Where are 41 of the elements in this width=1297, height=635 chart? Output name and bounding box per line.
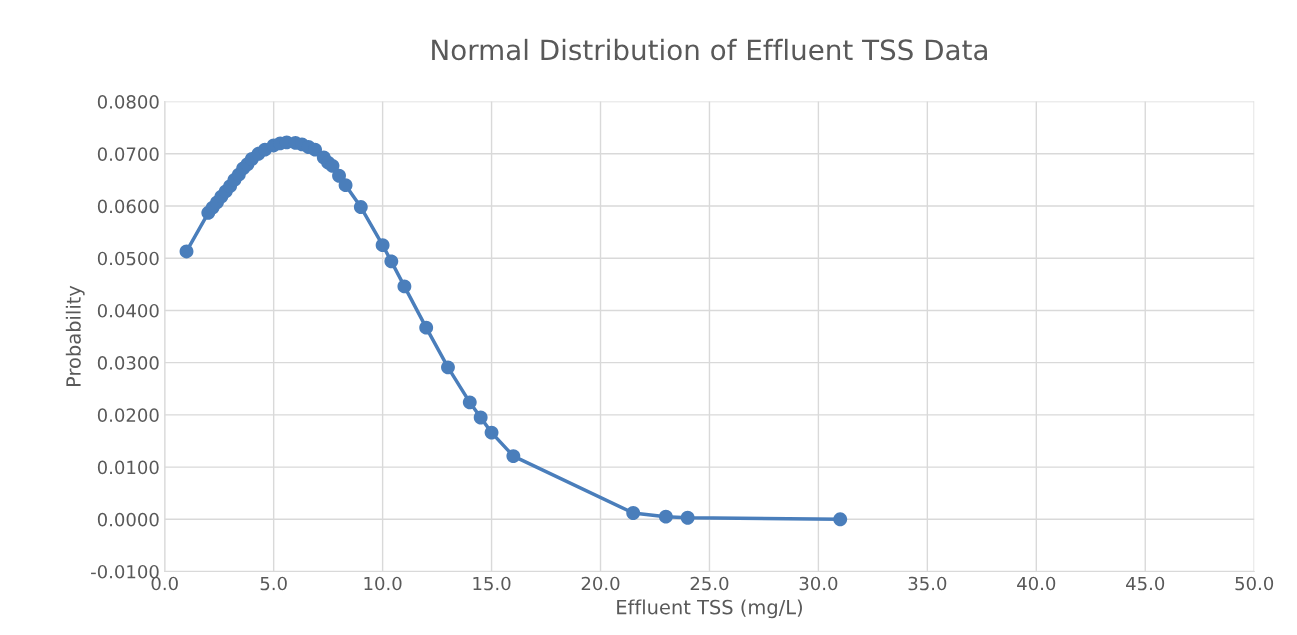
y-tick-label: 0.0600 (97, 199, 159, 214)
point (658, 509, 673, 524)
point (484, 425, 499, 440)
point (338, 178, 353, 193)
x-tick-label: 50.0 (1235, 576, 1274, 591)
y-tick-label: 0.0200 (97, 408, 159, 422)
point (325, 158, 340, 173)
y-tick-label: 0.0500 (97, 251, 159, 266)
point (384, 254, 399, 269)
x-tick-label: 15.0 (473, 576, 511, 591)
point (332, 168, 346, 183)
y-tick-label: 0.0100 (97, 460, 159, 475)
point (397, 279, 412, 294)
x-tick-label: 20.0 (581, 576, 620, 591)
point (626, 506, 641, 520)
point (179, 244, 194, 259)
y-tick-label: 0.0400 (97, 303, 159, 318)
x-tick-label: 30.0 (799, 576, 838, 591)
x-tick-label: 35.0 (908, 576, 947, 591)
point (680, 510, 695, 525)
x-tick-label: 5.0 (260, 576, 287, 591)
point (473, 410, 488, 425)
point (308, 142, 323, 157)
point (419, 320, 434, 335)
point (441, 360, 455, 375)
x-axis-title: Effluent TSS (mg/L) (617, 599, 802, 619)
x-tick-label: 40.0 (1017, 576, 1056, 591)
chart-title: Normal Distribution of Effluent TSS Data (432, 38, 987, 61)
point (375, 238, 390, 253)
point (353, 200, 368, 215)
point (462, 395, 477, 410)
point (506, 449, 521, 464)
y-tick-label: 0.0800 (97, 95, 159, 109)
point (833, 512, 848, 527)
x-tick-label: 25.0 (690, 576, 729, 591)
y-axis-title: Probability (65, 285, 85, 387)
x-tick-label: 45.0 (1126, 576, 1165, 591)
y-tick-label: 0.0000 (97, 512, 159, 527)
y-tick-label: 0.0700 (97, 147, 159, 161)
x-tick-label: 10.0 (364, 576, 402, 591)
y-tick-label: 0.0300 (97, 356, 159, 370)
